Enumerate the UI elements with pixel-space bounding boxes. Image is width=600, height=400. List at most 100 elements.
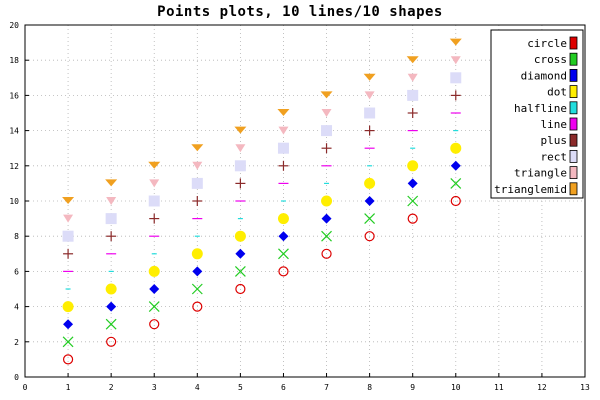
cross-point [234,265,246,277]
plus-point [235,178,246,189]
diamond-point [63,319,74,330]
legend-swatch [569,182,578,196]
dot-point [277,213,289,225]
trianglemid-point [148,161,161,169]
x-tick-label: 9 [410,383,415,392]
cross-point [450,177,462,189]
triangle-point [63,214,74,223]
legend-label: circle [527,37,567,50]
plus-point [106,231,117,242]
diamond-point [364,196,375,206]
series-diamond [63,160,461,330]
legend-swatch [569,101,578,115]
triangle-point [321,109,332,117]
trianglemid-point [277,109,290,116]
series-halfline [65,130,459,290]
rect-point [191,177,203,189]
rect-point [234,160,246,172]
plus-point [364,125,375,136]
legend-box [490,29,584,199]
dot-point [148,265,160,277]
triangle-point [149,179,160,188]
plus-point [278,160,289,171]
diamond-point [278,231,289,242]
x-tick-label: 4 [195,383,200,392]
data-points [62,38,462,365]
dot-point [62,301,74,313]
dot-point [364,177,376,189]
legend-swatch [569,133,578,147]
dot-point [321,195,333,207]
rect-point [450,72,462,84]
cross-point [407,195,419,207]
dot-point [234,230,246,242]
trianglemid-point [449,38,462,46]
trianglemid-point [320,91,333,99]
legend-label: dot [547,86,567,99]
dot-point [407,160,419,172]
rect-point [321,125,333,137]
series-line [63,112,461,272]
y-tick-label: 18 [9,56,19,65]
x-tick-label: 1 [66,383,71,392]
legend: circle cross diamond dot halfline line plus rec… [490,29,584,199]
diamond-point [106,301,117,312]
trianglemid-point [62,197,75,204]
trianglemid-point [191,144,204,152]
trianglemid-point [363,73,376,81]
y-tick-label: 14 [9,127,19,136]
legend-swatch [569,149,578,163]
plus-point [192,196,203,206]
rect-point [62,230,74,242]
y-tick-label: 0 [14,373,19,382]
cross-point [62,336,74,348]
triangle-point [450,56,461,65]
legend-label: diamond [521,69,567,82]
legend-swatch [569,85,578,98]
series-dot [62,142,462,313]
triangle-point [364,91,375,100]
diamond-point [450,160,461,171]
x-tick-label: 11 [494,383,504,392]
legend-label: trianglemid [494,183,567,196]
x-tick-label: 0 [23,383,28,392]
legend-swatch [569,52,578,66]
rect-point [148,195,160,207]
plus-point [321,143,332,154]
cross-point [191,283,203,295]
diamond-point [235,248,246,259]
x-tick-label: 2 [109,383,114,392]
legend-label: plus [541,134,568,147]
circle-point [192,301,203,312]
rect-point [407,89,419,101]
circle-point [149,319,160,330]
y-tick-label: 2 [14,338,19,347]
legend-label: cross [534,53,567,66]
cross-point [148,301,160,313]
plus-point [450,90,461,101]
dot-point [105,283,117,295]
triangle-point [106,197,117,205]
diamond-point [407,178,418,189]
legend-label: line [541,118,568,131]
x-tick-label: 7 [324,383,329,392]
plus-point [407,108,418,118]
y-tick-label: 20 [9,21,19,30]
circle-point [62,354,74,365]
circle-point [450,195,461,207]
x-tick-label: 5 [238,383,243,392]
diamond-point [192,266,203,277]
cross-point [105,318,117,330]
legend-swatch [569,69,578,82]
y-tick-label: 10 [9,197,19,206]
axes [24,24,586,378]
series-rect [62,72,462,242]
trianglemid-point [406,56,419,64]
legend-swatch [569,166,578,180]
triangle-point [278,126,289,135]
chart-title: Points plots, 10 lines/10 shapes [157,4,443,20]
triangle-point [407,73,418,82]
circle-point [364,231,375,242]
